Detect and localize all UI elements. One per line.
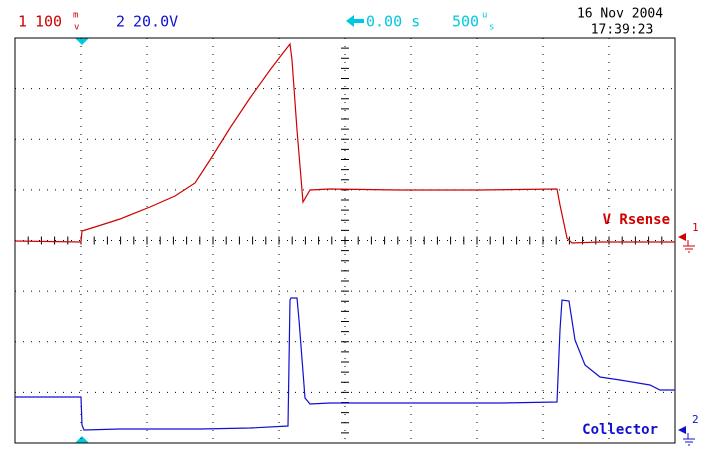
ch1-ground — [683, 240, 695, 253]
ch2-scale: 20.0V — [133, 13, 178, 31]
ch2-number: 2 — [116, 13, 125, 31]
ch1-ground-arrow — [678, 233, 686, 241]
ch1-scale: 100 — [35, 13, 62, 31]
trace-ch2 — [15, 297, 675, 431]
ch1-unit-top: m — [73, 11, 78, 21]
timebase-scale: 500 — [452, 13, 479, 31]
ch1-unit-bottom: v — [74, 23, 79, 33]
time: 17:39:23 — [591, 23, 654, 38]
ch2-marker: 2 — [692, 413, 699, 426]
timebase-unit-top: u — [482, 11, 487, 21]
trigger-arrow — [346, 15, 364, 27]
trigger-position: 0.00 s — [366, 13, 420, 31]
trace-label-ch2: Collector — [582, 422, 658, 438]
trigger-marker-top — [75, 38, 89, 45]
date: 16 Nov 2004 — [577, 7, 663, 22]
ch2-ground-arrow — [678, 426, 686, 434]
timebase-unit-bottom: s — [489, 23, 494, 33]
trace-label-ch1: V Rsense — [603, 212, 670, 228]
graticule — [14, 37, 676, 444]
trigger-marker-bottom — [75, 436, 89, 443]
trace-ch1 — [14, 42, 675, 244]
ch1-marker: 1 — [692, 221, 699, 234]
ch1-number: 1 — [18, 13, 27, 31]
ch2-ground — [683, 433, 695, 446]
